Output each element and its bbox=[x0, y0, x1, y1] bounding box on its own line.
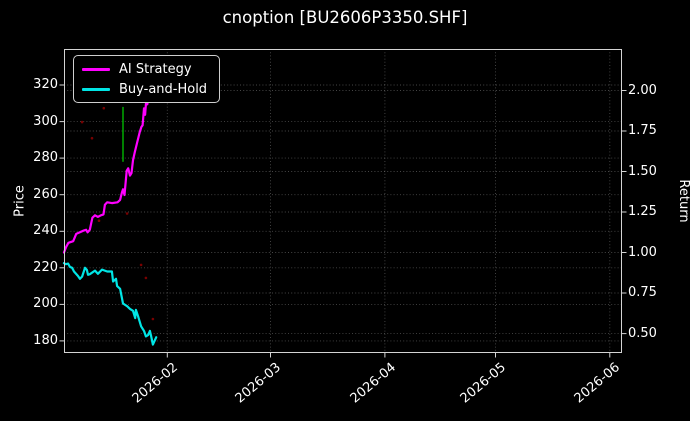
left-tick-label: 200 bbox=[33, 296, 58, 312]
legend: AI Strategy Buy-and-Hold bbox=[73, 55, 220, 103]
right-axis-label: Return bbox=[676, 179, 690, 223]
legend-item-buy-and-hold: Buy-and-Hold bbox=[82, 82, 211, 97]
right-tick-label: 0.50 bbox=[628, 325, 657, 341]
legend-label-ai-strategy: AI Strategy bbox=[119, 61, 192, 77]
left-tick-label: 260 bbox=[33, 186, 58, 202]
left-tick-label: 240 bbox=[33, 223, 58, 239]
right-tick-label: 1.00 bbox=[628, 244, 657, 260]
right-tick-label: 0.75 bbox=[628, 285, 657, 300]
right-tick-label: 2.00 bbox=[628, 82, 657, 98]
ai-strategy-line-swatch bbox=[82, 67, 110, 71]
legend-item-ai-strategy: AI Strategy bbox=[82, 62, 211, 77]
chart-title: cnoption [BU2606P3350.SHF] bbox=[222, 8, 468, 27]
left-tick-label: 180 bbox=[33, 332, 58, 348]
left-tick-label: 300 bbox=[33, 113, 58, 129]
left-tick-label: 320 bbox=[33, 77, 58, 92]
left-tick-label: 220 bbox=[33, 259, 58, 275]
right-tick-label: 1.75 bbox=[628, 123, 657, 138]
right-tick-label: 1.50 bbox=[628, 163, 657, 179]
left-tick-label: 280 bbox=[33, 150, 58, 166]
legend-label-buy-and-hold: Buy-and-Hold bbox=[119, 81, 208, 97]
buy-and-hold-line-swatch bbox=[82, 87, 110, 91]
right-tick-label: 1.25 bbox=[628, 204, 657, 219]
